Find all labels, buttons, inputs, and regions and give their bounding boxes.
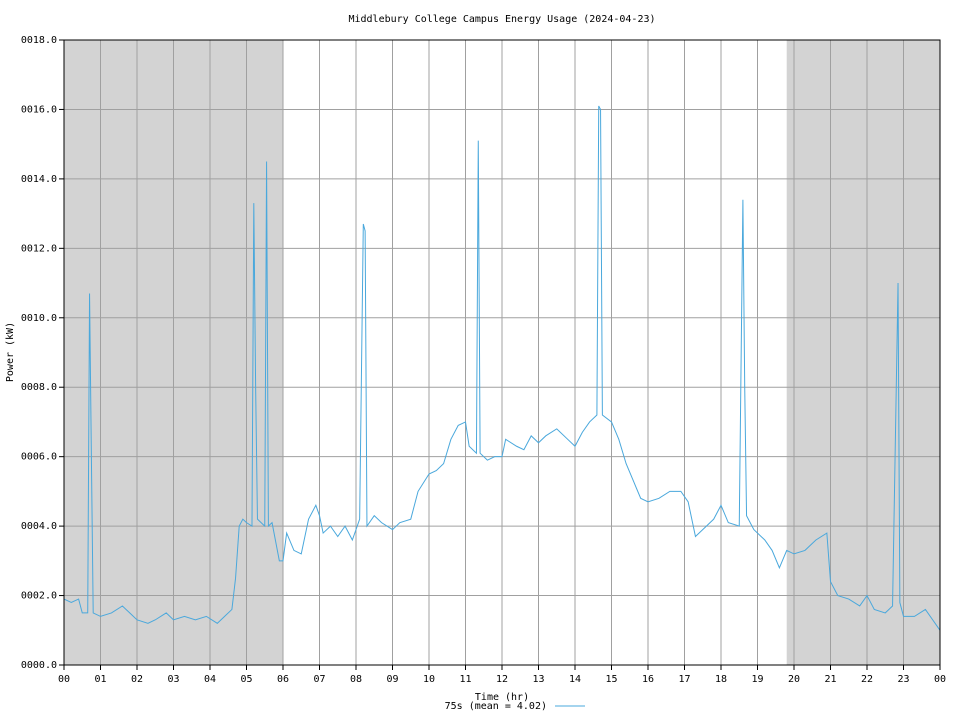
- x-tick-label: 06: [277, 674, 289, 685]
- x-tick-label: 22: [861, 674, 873, 685]
- x-tick-label: 19: [751, 674, 763, 685]
- y-tick-label: 0004.0: [21, 521, 57, 532]
- x-tick-label: 20: [788, 674, 800, 685]
- y-tick-label: 0000.0: [21, 660, 57, 671]
- x-tick-label: 08: [350, 674, 362, 685]
- y-tick-label: 0012.0: [21, 243, 57, 254]
- x-tick-label: 09: [386, 674, 398, 685]
- x-tick-label: 12: [496, 674, 508, 685]
- data-line: [63, 105, 941, 631]
- x-tick-label: 13: [532, 674, 544, 685]
- y-tick-label: 0010.0: [21, 313, 57, 324]
- x-tick-label: 07: [313, 674, 325, 685]
- x-tick-label: 00: [58, 674, 70, 685]
- y-tick-label: 0006.0: [21, 452, 57, 463]
- x-tick-label: 10: [423, 674, 435, 685]
- plot-frame: [63, 39, 941, 666]
- y-tick-label: 0002.0: [21, 591, 57, 602]
- x-tick-label: 21: [824, 674, 836, 685]
- x-tick-label: 16: [642, 674, 654, 685]
- x-tick-label: 23: [897, 674, 909, 685]
- y-tick-label: 0018.0: [21, 35, 57, 46]
- night-shade: [786, 40, 940, 665]
- chart-title: Middlebury College Campus Energy Usage (…: [348, 14, 655, 25]
- x-tick-label: 05: [240, 674, 252, 685]
- y-tick-label: 0014.0: [21, 174, 57, 185]
- x-tick-label: 00: [934, 674, 946, 685]
- x-tick-label: 17: [678, 674, 690, 685]
- x-tick-label: 04: [204, 674, 216, 685]
- x-tick-label: 01: [94, 674, 106, 685]
- y-tick-label: 0008.0: [21, 382, 57, 393]
- legend-label: 75s (mean = 4.02): [445, 701, 547, 712]
- x-axis-label: Time (hr): [475, 692, 529, 703]
- y-tick-label: 0016.0: [21, 104, 57, 115]
- y-axis-label: Power (kW): [5, 322, 16, 382]
- x-tick-label: 14: [569, 674, 581, 685]
- x-tick-label: 15: [605, 674, 617, 685]
- x-tick-label: 03: [167, 674, 179, 685]
- x-tick-label: 18: [715, 674, 727, 685]
- x-tick-label: 11: [459, 674, 471, 685]
- x-tick-label: 02: [131, 674, 143, 685]
